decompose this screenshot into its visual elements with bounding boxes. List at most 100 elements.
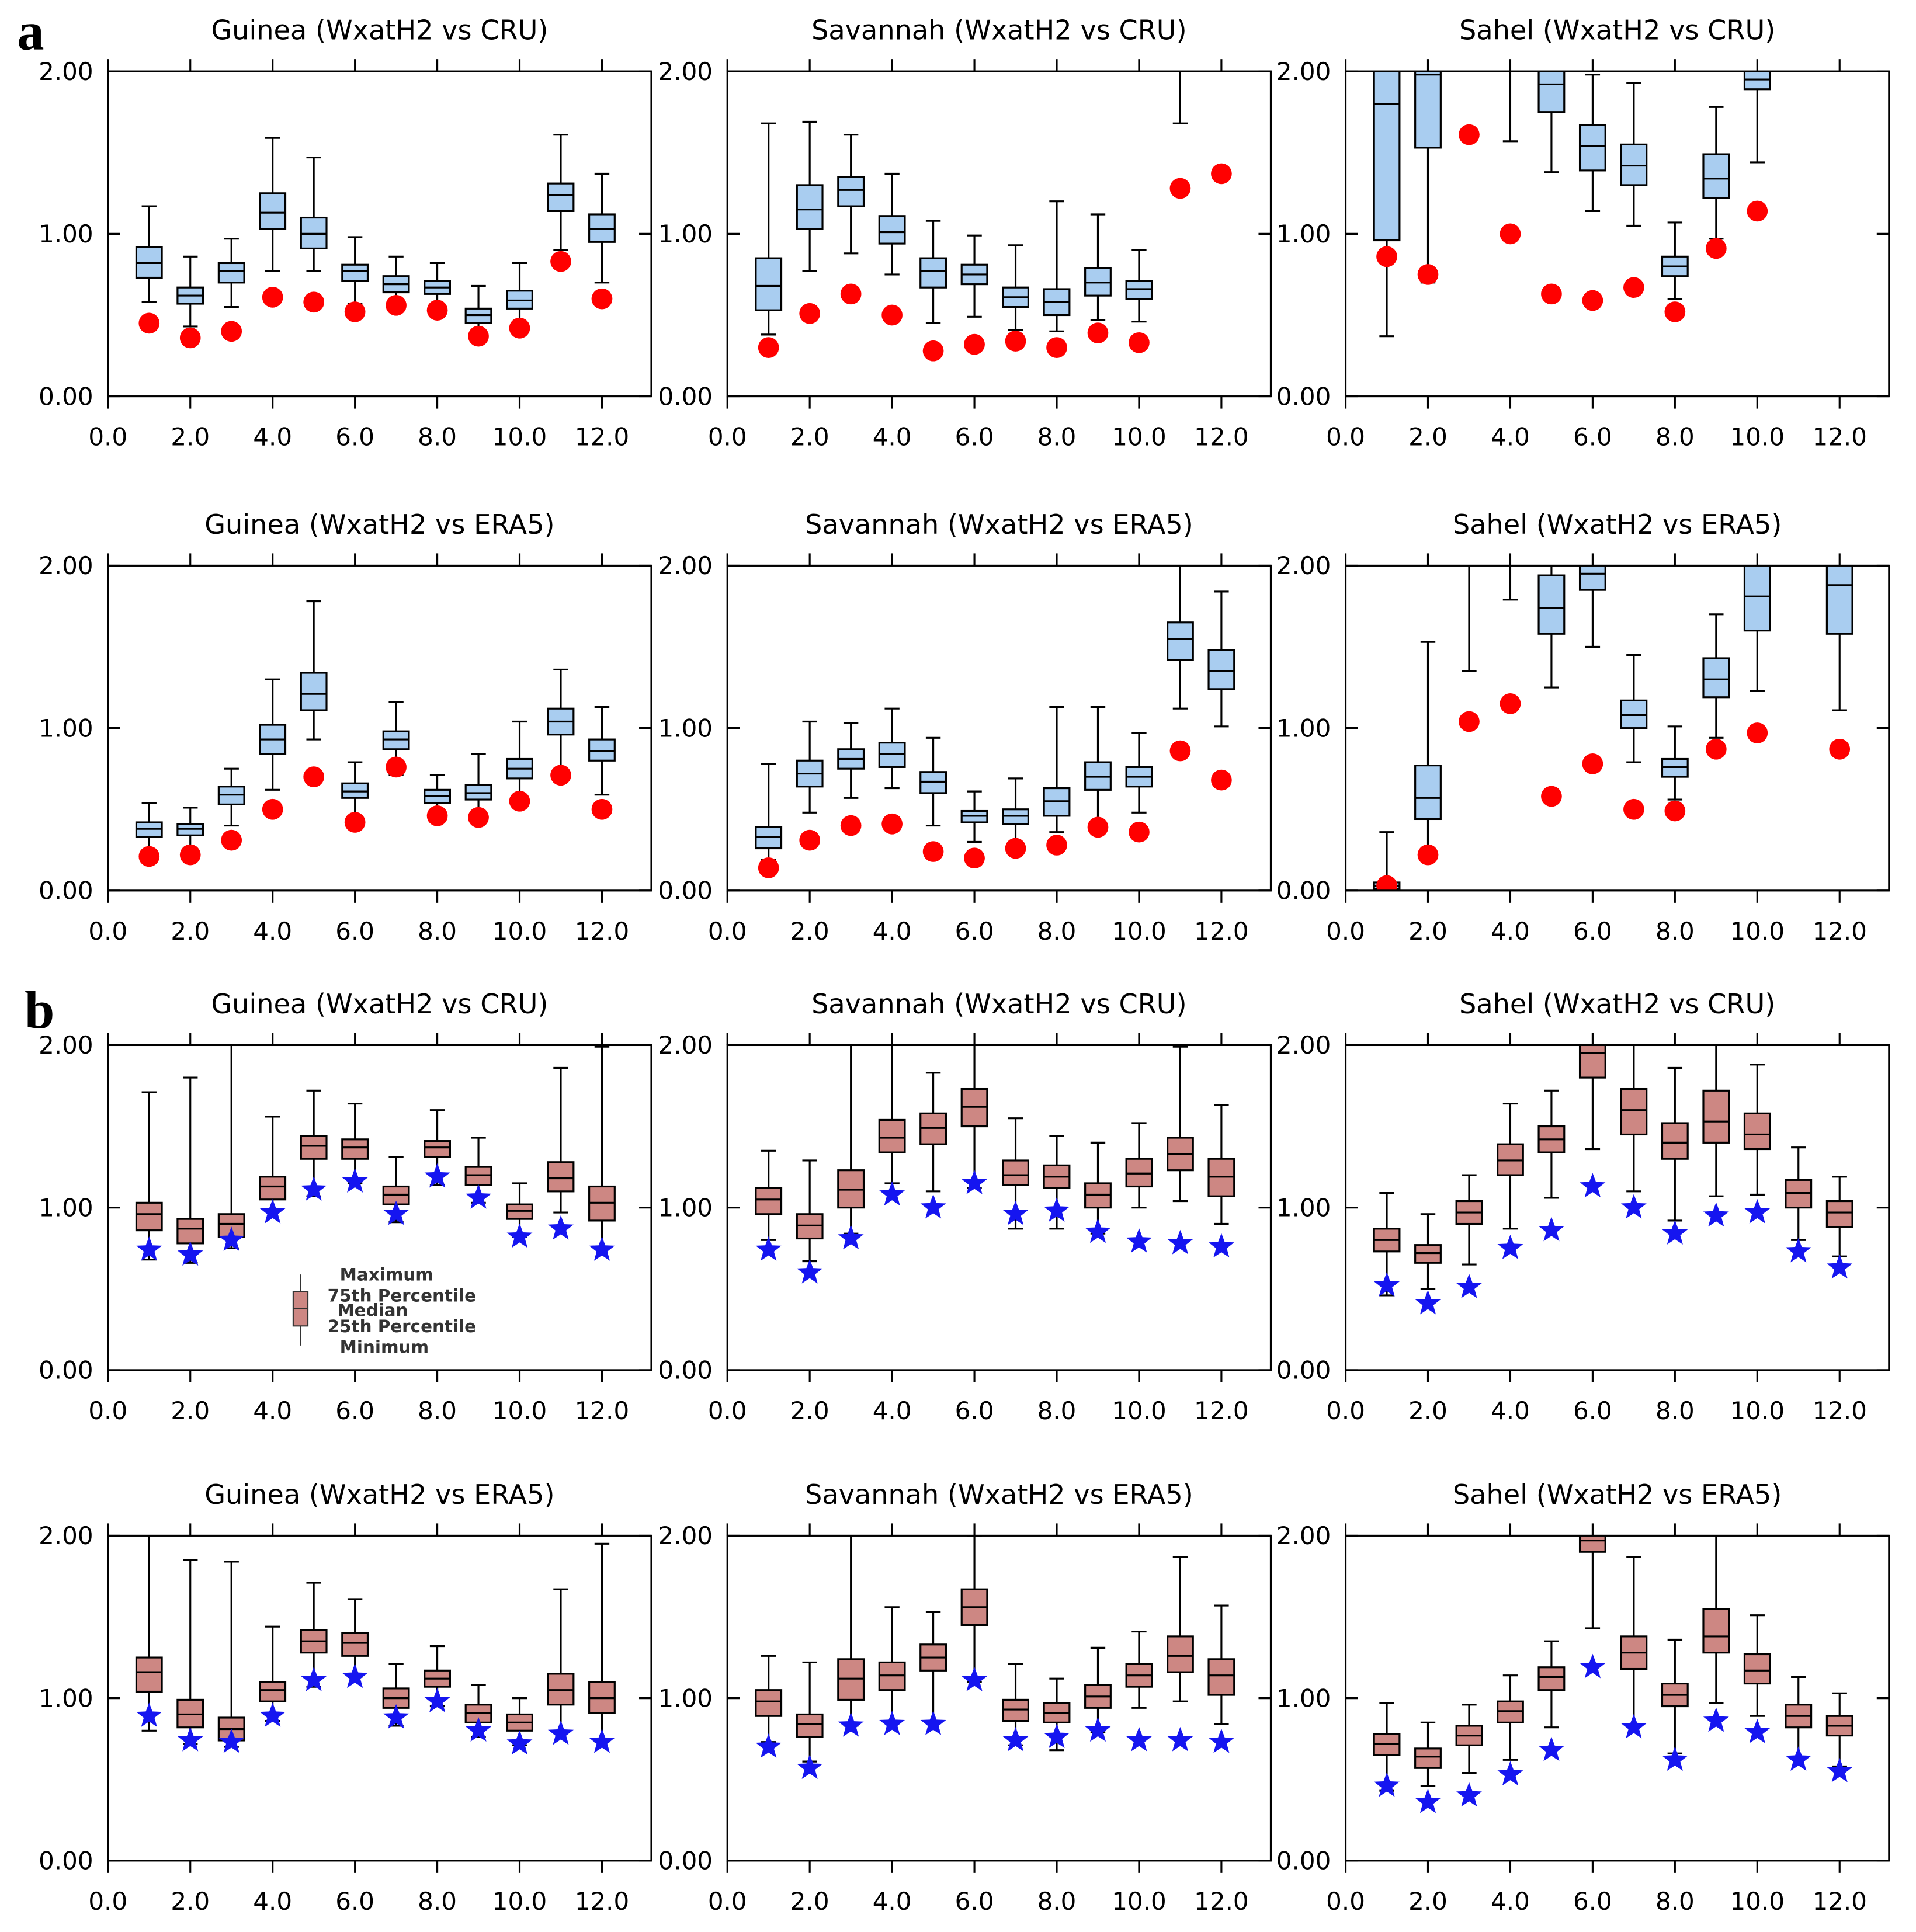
x-tick-label: 10.0 xyxy=(492,1887,547,1916)
y-tick-label: 1.00 xyxy=(1276,1193,1331,1222)
panel-label: b xyxy=(25,980,54,1040)
marker-star xyxy=(797,1259,823,1284)
panel: Sahel (WxatH2 vs CRU) 0.0 2.0 4.0 6.0 8.0 10.0… xyxy=(1276,15,1890,451)
y-tick-label: 2.00 xyxy=(39,57,93,86)
x-tick-label: 6.0 xyxy=(335,917,374,946)
marker-star xyxy=(838,1712,864,1737)
x-tick-label: 6.0 xyxy=(955,1396,994,1425)
marker-circle xyxy=(426,300,448,321)
box xyxy=(217,262,245,284)
plot-area xyxy=(755,1535,1235,1779)
marker-circle xyxy=(1129,821,1150,843)
x-tick-label: 2.0 xyxy=(1408,1396,1448,1425)
legend-label: Minimum xyxy=(340,1337,429,1357)
x-tick-label: 0.0 xyxy=(708,423,747,451)
y-tick-label: 0.00 xyxy=(39,1847,93,1875)
x-tick-label: 10.0 xyxy=(492,917,547,946)
y-tick-label: 0.00 xyxy=(39,877,93,905)
panel: Sahel (WxatH2 vs ERA5) 0.0 2.0 4.0 6.0 8.0 10.… xyxy=(1276,1479,1890,1916)
plot-frame xyxy=(726,1044,1272,1371)
x-tick-label: 0.0 xyxy=(88,423,127,451)
marker-star xyxy=(838,1225,864,1250)
marker-star xyxy=(879,1711,905,1735)
marker-star xyxy=(1044,1197,1070,1222)
panel-title: Sahel (WxatH2 vs ERA5) xyxy=(1453,509,1782,540)
x-tick-label: 2.0 xyxy=(1408,423,1448,451)
marker-star xyxy=(1208,1233,1234,1258)
box xyxy=(547,1161,575,1193)
marker-circle xyxy=(922,340,944,362)
box xyxy=(755,1187,783,1215)
box xyxy=(1702,657,1730,699)
y-tick-label: 1.00 xyxy=(39,220,93,248)
marker-star xyxy=(1208,1728,1234,1753)
marker-circle xyxy=(1211,769,1232,791)
x-tick-label: 12.0 xyxy=(1194,1887,1248,1916)
x-tick-label: 0.0 xyxy=(708,1396,747,1425)
x-tick-label: 0.0 xyxy=(88,917,127,946)
y-tick-label: 0.00 xyxy=(658,382,713,411)
marker-circle xyxy=(591,288,613,310)
box xyxy=(1167,1635,1194,1673)
marker-circle xyxy=(1747,722,1768,743)
plot-frame xyxy=(1344,70,1890,398)
marker-star xyxy=(1085,1218,1111,1243)
marker-circle xyxy=(1087,816,1109,838)
x-tick-label: 4.0 xyxy=(253,917,292,946)
x-tick-label: 12.0 xyxy=(1812,917,1866,946)
marker-circle xyxy=(550,765,571,786)
marker-star xyxy=(962,1666,988,1691)
panel: Sahel (WxatH2 vs ERA5) 0.0 2.0 4.0 6.0 8.0 10.… xyxy=(1276,509,1890,946)
marker-circle xyxy=(758,857,779,878)
marker-circle xyxy=(1664,301,1686,322)
panel: Guinea (WxatH2 vs ERA5) 0.0 2.0 4.0 6.0 8.0 10… xyxy=(39,509,652,946)
y-tick-label: 1.00 xyxy=(658,714,713,742)
marker-circle xyxy=(1664,800,1686,822)
x-tick-label: 12.0 xyxy=(1812,1887,1866,1916)
marker-star xyxy=(506,1223,533,1248)
panel-title: Savannah (WxatH2 vs CRU) xyxy=(811,15,1187,46)
marker-circle xyxy=(1541,283,1562,305)
marker-circle xyxy=(1705,738,1727,760)
x-tick-label: 8.0 xyxy=(1655,423,1695,451)
marker-circle xyxy=(1459,711,1480,732)
box xyxy=(755,257,783,311)
x-tick-label: 6.0 xyxy=(335,1396,374,1425)
x-tick-label: 6.0 xyxy=(335,423,374,451)
marker-star xyxy=(136,1236,162,1261)
box xyxy=(1578,1045,1606,1079)
y-tick-label: 0.00 xyxy=(658,877,713,905)
y-tick-label: 2.00 xyxy=(658,1031,713,1059)
marker-star xyxy=(920,1194,946,1219)
box xyxy=(424,1140,451,1158)
y-tick-label: 1.00 xyxy=(658,1684,713,1712)
marker-star xyxy=(1785,1746,1811,1771)
marker-circle xyxy=(1005,838,1026,859)
marker-circle xyxy=(591,798,613,820)
x-tick-label: 0.0 xyxy=(1326,917,1365,946)
box xyxy=(796,184,824,230)
marker-circle xyxy=(1046,835,1067,856)
panel: Savannah (WxatH2 vs ERA5) 0.0 2.0 4.0 6.0 8.0… xyxy=(658,1479,1272,1916)
y-tick-label: 0.00 xyxy=(658,1356,713,1385)
legend-label: 75th Percentile xyxy=(328,1285,476,1305)
panel-title: Guinea (WxatH2 vs CRU) xyxy=(211,988,548,1020)
x-tick-label: 4.0 xyxy=(873,423,912,451)
plot-frame xyxy=(1344,564,1890,892)
box xyxy=(1002,1159,1029,1186)
x-tick-label: 10.0 xyxy=(1730,1396,1785,1425)
plot-frame xyxy=(107,1534,652,1862)
x-tick-label: 6.0 xyxy=(1573,917,1612,946)
y-tick-label: 0.00 xyxy=(1276,382,1331,411)
plot-area xyxy=(1373,1045,1853,1315)
marker-circle xyxy=(344,301,366,322)
y-tick-label: 2.00 xyxy=(1276,1521,1331,1550)
box xyxy=(1167,621,1194,661)
marker-star xyxy=(1415,1788,1441,1813)
box xyxy=(341,1138,369,1160)
x-tick-label: 10.0 xyxy=(492,1396,547,1425)
x-tick-label: 4.0 xyxy=(873,917,912,946)
x-tick-label: 12.0 xyxy=(1194,1396,1248,1425)
marker-star xyxy=(1374,1772,1400,1797)
plot-area xyxy=(755,71,1232,362)
